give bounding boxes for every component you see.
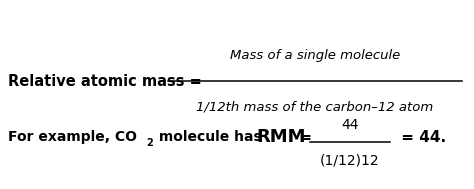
Text: = 44.: = 44. (396, 129, 446, 145)
Text: =: = (294, 129, 317, 145)
Text: RMM: RMM (256, 128, 306, 146)
Text: For example, CO: For example, CO (8, 130, 137, 144)
Text: 1/12th mass of the carbon–12 atom: 1/12th mass of the carbon–12 atom (196, 101, 434, 114)
Text: Mass of a single molecule: Mass of a single molecule (230, 50, 400, 63)
Text: 44: 44 (341, 118, 359, 132)
Text: 2: 2 (146, 138, 153, 148)
Text: molecule has: molecule has (154, 130, 266, 144)
Text: Relative atomic mass =: Relative atomic mass = (8, 74, 207, 90)
Text: (1/12)12: (1/12)12 (320, 153, 380, 167)
